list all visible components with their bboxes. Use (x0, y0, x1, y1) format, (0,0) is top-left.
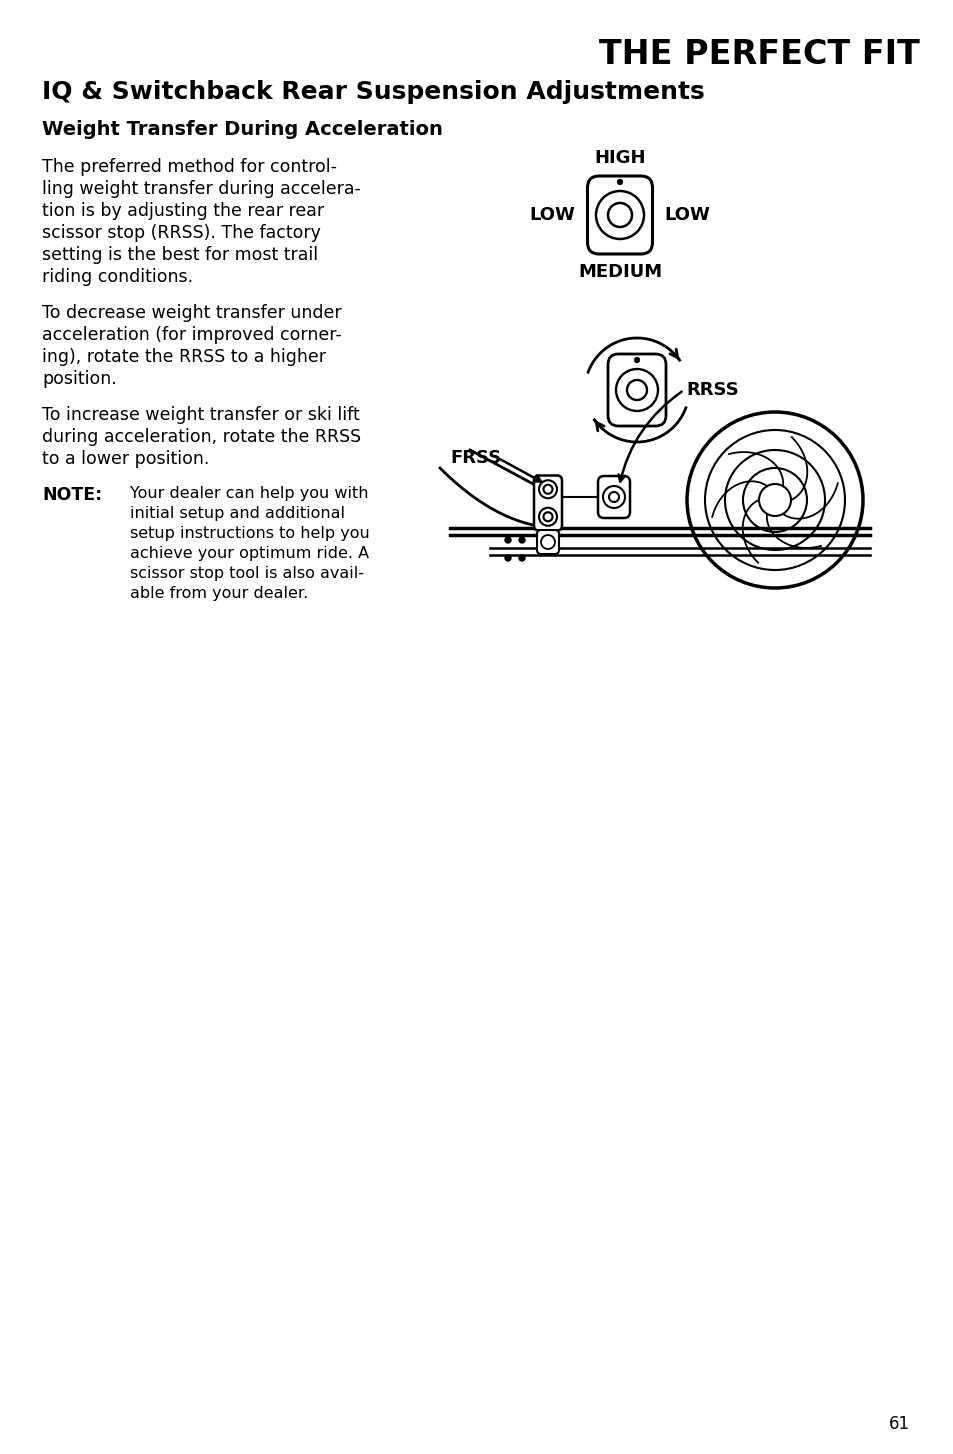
Circle shape (616, 369, 658, 411)
Text: setting is the best for most trail: setting is the best for most trail (42, 246, 317, 265)
Text: FRSS: FRSS (450, 449, 500, 467)
FancyBboxPatch shape (607, 353, 665, 426)
Circle shape (602, 486, 624, 507)
Circle shape (543, 512, 552, 521)
Circle shape (634, 358, 639, 364)
Text: 61: 61 (888, 1415, 909, 1434)
Text: during acceleration, rotate the RRSS: during acceleration, rotate the RRSS (42, 427, 361, 446)
Circle shape (724, 449, 824, 550)
Text: RRSS: RRSS (685, 381, 738, 398)
Circle shape (742, 468, 806, 532)
Circle shape (626, 379, 646, 400)
Circle shape (538, 480, 557, 499)
Circle shape (538, 507, 557, 526)
Text: ing), rotate the RRSS to a higher: ing), rotate the RRSS to a higher (42, 348, 326, 366)
Text: achieve your optimum ride. A: achieve your optimum ride. A (130, 547, 369, 561)
Circle shape (543, 484, 552, 494)
Text: acceleration (for improved corner-: acceleration (for improved corner- (42, 326, 341, 345)
Text: initial setup and additional: initial setup and additional (130, 506, 345, 521)
Text: ling weight transfer during accelera-: ling weight transfer during accelera- (42, 180, 360, 198)
Circle shape (518, 555, 524, 561)
FancyBboxPatch shape (534, 475, 561, 531)
Text: IQ & Switchback Rear Suspension Adjustments: IQ & Switchback Rear Suspension Adjustme… (42, 80, 704, 105)
Circle shape (704, 430, 844, 570)
Text: setup instructions to help you: setup instructions to help you (130, 526, 370, 541)
Text: To increase weight transfer or ski lift: To increase weight transfer or ski lift (42, 406, 359, 425)
Circle shape (504, 555, 511, 561)
Circle shape (518, 537, 524, 542)
Text: to a lower position.: to a lower position. (42, 449, 209, 468)
Text: scissor stop tool is also avail-: scissor stop tool is also avail- (130, 566, 364, 582)
Text: position.: position. (42, 369, 116, 388)
Circle shape (596, 190, 643, 238)
Circle shape (759, 484, 790, 516)
FancyBboxPatch shape (587, 176, 652, 254)
Circle shape (617, 179, 622, 185)
FancyBboxPatch shape (537, 531, 558, 554)
Text: HIGH: HIGH (594, 148, 645, 167)
Text: The preferred method for control-: The preferred method for control- (42, 158, 336, 176)
Text: LOW: LOW (529, 206, 575, 224)
Text: Weight Transfer During Acceleration: Weight Transfer During Acceleration (42, 121, 442, 140)
Text: Your dealer can help you with: Your dealer can help you with (130, 486, 368, 502)
Circle shape (540, 535, 555, 550)
FancyBboxPatch shape (598, 475, 629, 518)
Circle shape (504, 537, 511, 542)
Text: LOW: LOW (664, 206, 710, 224)
Text: tion is by adjusting the rear rear: tion is by adjusting the rear rear (42, 202, 324, 220)
Text: scissor stop (RRSS). The factory: scissor stop (RRSS). The factory (42, 224, 320, 241)
Text: To decrease weight transfer under: To decrease weight transfer under (42, 304, 341, 321)
Text: MEDIUM: MEDIUM (578, 263, 661, 281)
Text: THE PERFECT FIT: THE PERFECT FIT (598, 38, 919, 71)
Circle shape (686, 411, 862, 587)
Circle shape (608, 491, 618, 502)
Text: able from your dealer.: able from your dealer. (130, 586, 308, 601)
Circle shape (607, 204, 631, 227)
Text: NOTE:: NOTE: (42, 486, 102, 505)
Text: riding conditions.: riding conditions. (42, 268, 193, 286)
